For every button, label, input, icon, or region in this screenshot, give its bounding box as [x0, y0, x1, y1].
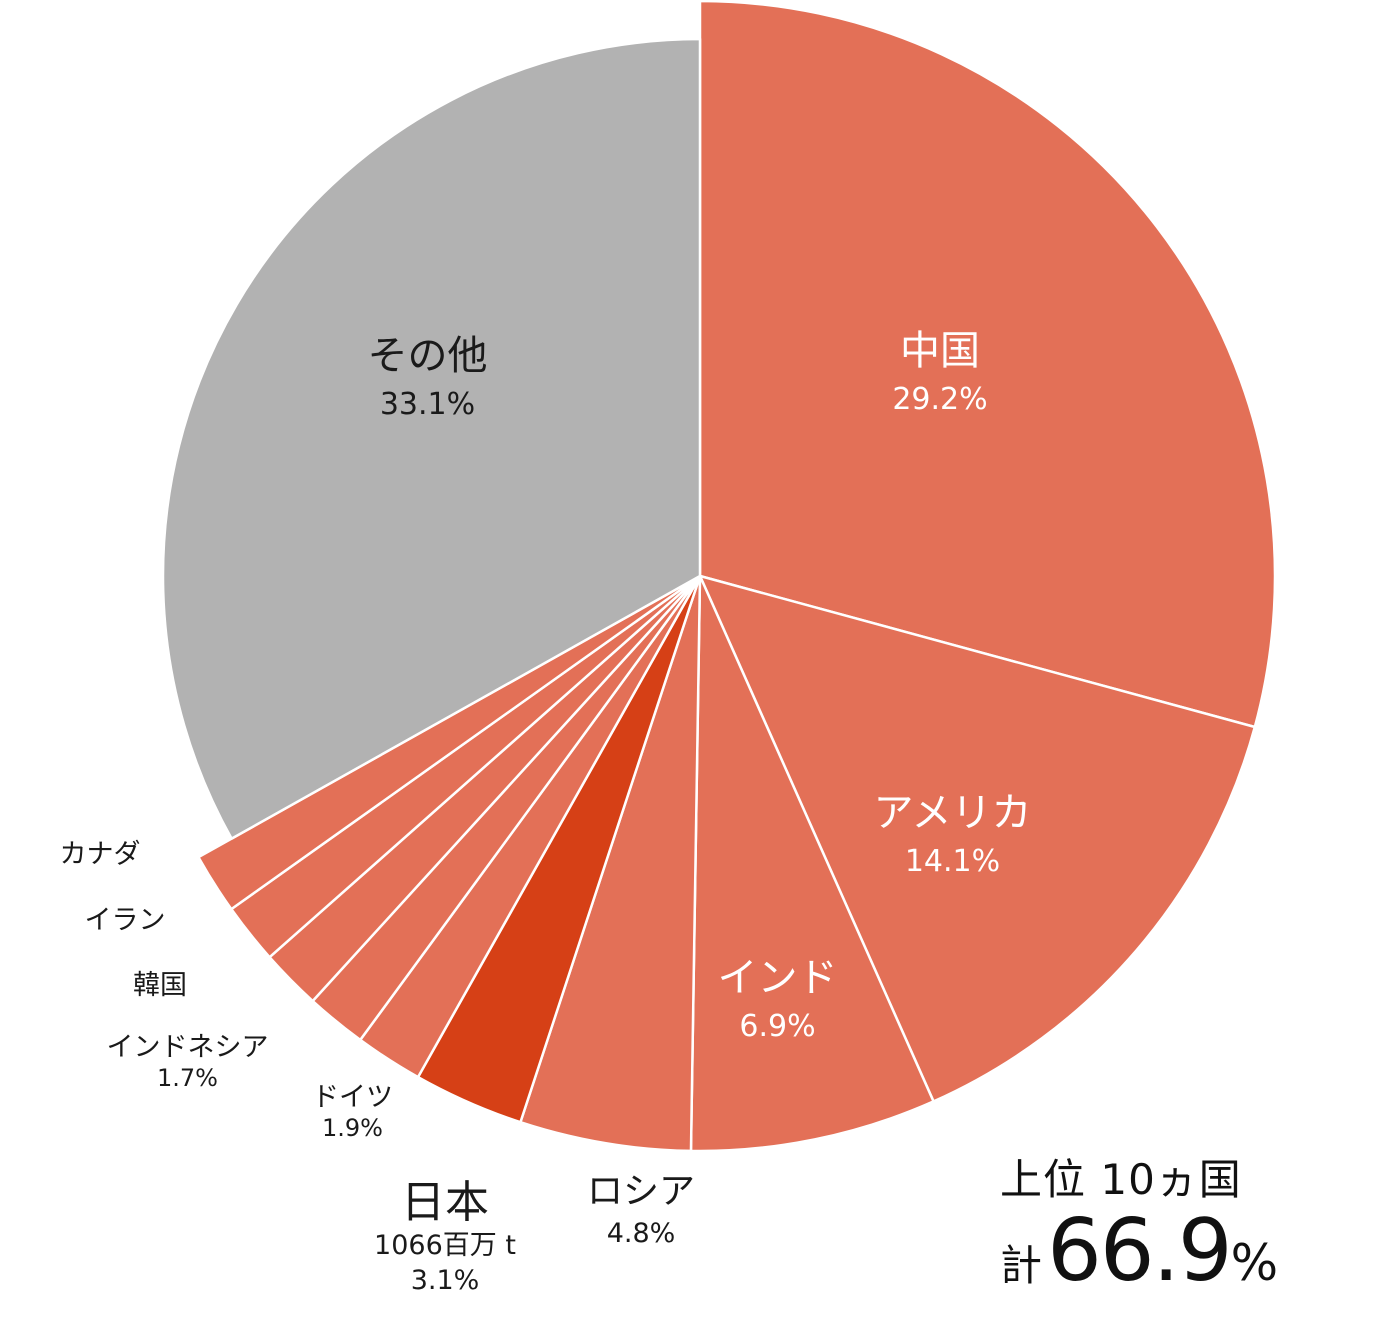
label-russia-name: ロシア: [586, 1171, 695, 1212]
label-china-value: 29.2%: [892, 382, 988, 417]
label-iran-name: イラン: [84, 905, 166, 936]
label-germany: ドイツ 1.9%: [290, 1075, 415, 1142]
label-other-value: 33.1%: [379, 387, 476, 422]
label-canada-name: カナダ: [59, 839, 141, 870]
top10-total-line: 計 66.9%: [1000, 1201, 1278, 1301]
label-india-value: 6.9%: [739, 1009, 816, 1044]
pie-slice-9: [197, 574, 702, 911]
label-usa-name: アメリカ: [873, 790, 1032, 836]
label-china: 中国 29.2%: [880, 318, 1000, 417]
label-iran: イラン: [60, 898, 190, 937]
label-japan-value: 3.1%: [410, 1264, 480, 1296]
label-korea: 韓国: [110, 963, 210, 1002]
pie-slice-0: [698, 0, 1277, 729]
label-usa: アメリカ 14.1%: [860, 780, 1045, 879]
top10-total-title: 上位 10ヵ国: [1000, 1155, 1242, 1204]
label-indonesia: インドネシア 1.7%: [80, 1025, 295, 1092]
pie-slice-10: [161, 37, 702, 840]
top10-total-unit: %: [1230, 1234, 1279, 1292]
top10-total-prefix: 計: [1000, 1241, 1043, 1290]
label-japan-sub: 1066百万 t: [374, 1230, 516, 1262]
label-india: インド 6.9%: [705, 945, 850, 1044]
top10-total: 上位 10ヵ国 計 66.9%: [1000, 1146, 1278, 1301]
label-other-name: その他: [367, 333, 488, 379]
label-india-name: インド: [717, 955, 838, 1001]
label-germany-value: 1.9%: [322, 1114, 383, 1142]
pie-slice-1: [698, 574, 1257, 1103]
label-indonesia-name: インドネシア: [106, 1032, 269, 1063]
label-usa-value: 14.1%: [904, 844, 1001, 879]
pie-slice-2: [689, 574, 935, 1153]
top10-total-value: 66.9: [1047, 1201, 1232, 1301]
label-japan-name: 日本: [401, 1177, 489, 1228]
label-russia-value: 4.8%: [606, 1218, 676, 1249]
label-japan: 日本 1066百万 t 3.1%: [345, 1178, 545, 1296]
label-china-name: 中国: [900, 328, 980, 374]
label-canada: カナダ: [35, 832, 165, 871]
label-russia: ロシア 4.8%: [575, 1162, 707, 1249]
label-other: その他 33.1%: [355, 323, 500, 422]
label-korea-name: 韓国: [133, 970, 187, 1001]
label-germany-name: ドイツ: [312, 1082, 393, 1113]
label-indonesia-value: 1.7%: [157, 1064, 218, 1092]
pie-slice-3: [519, 574, 702, 1153]
